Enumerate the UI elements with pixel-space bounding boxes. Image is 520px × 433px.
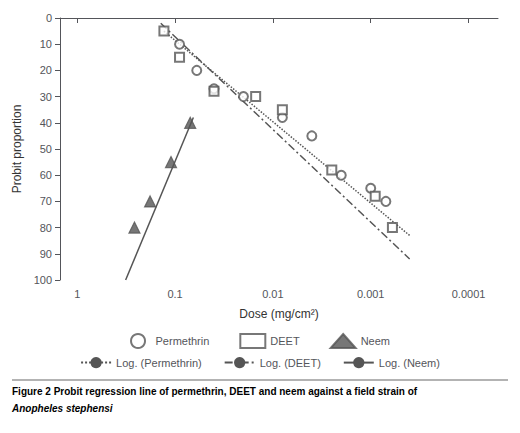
svg-text:0: 0: [46, 12, 52, 24]
svg-text:100: 100: [34, 274, 52, 286]
svg-text:Figure 2 Probit regression lin: Figure 2 Probit regression line of perme…: [12, 386, 418, 397]
svg-text:0.01: 0.01: [262, 288, 283, 300]
svg-text:60: 60: [40, 169, 52, 181]
svg-text:Dose (mg/cm²): Dose (mg/cm²): [239, 307, 318, 321]
svg-text:Log. (Neem): Log. (Neem): [379, 357, 440, 369]
svg-text:DEET: DEET: [270, 335, 300, 347]
svg-text:Permethrin: Permethrin: [156, 335, 210, 347]
svg-text:20: 20: [40, 64, 52, 76]
svg-text:1: 1: [74, 288, 80, 300]
svg-text:10: 10: [40, 38, 52, 50]
svg-text:Log. (DEET): Log. (DEET): [260, 357, 321, 369]
svg-text:80: 80: [40, 222, 52, 234]
svg-text:Anopheles stephensi: Anopheles stephensi: [11, 403, 113, 414]
svg-text:90: 90: [40, 248, 52, 260]
svg-text:Probit proportion: Probit proportion: [10, 105, 24, 194]
svg-text:0.0001: 0.0001: [452, 288, 486, 300]
svg-text:30: 30: [40, 91, 52, 103]
svg-text:70: 70: [40, 195, 52, 207]
svg-text:40: 40: [40, 117, 52, 129]
svg-text:0.001: 0.001: [357, 288, 385, 300]
svg-text:50: 50: [40, 143, 52, 155]
svg-text:Neem: Neem: [361, 335, 390, 347]
svg-text:0.1: 0.1: [167, 288, 182, 300]
svg-text:Log. (Permethrin): Log. (Permethrin): [116, 357, 202, 369]
